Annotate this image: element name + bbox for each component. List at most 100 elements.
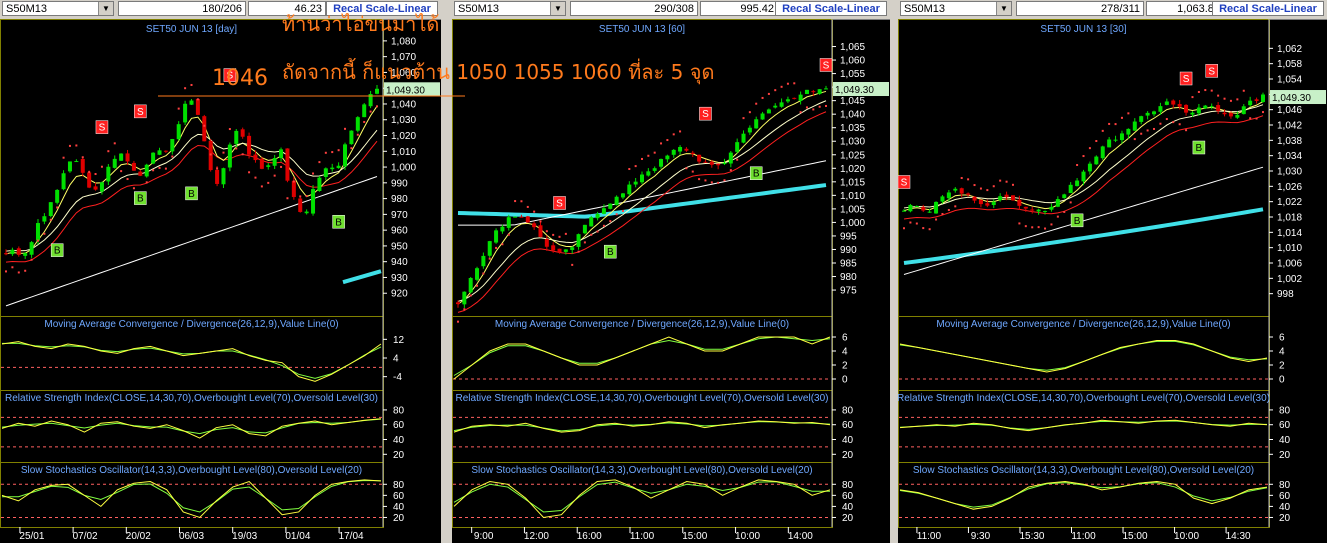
candle-body <box>804 89 809 94</box>
candle-body <box>23 253 28 256</box>
candle-body <box>1158 106 1163 112</box>
candle-body <box>946 192 951 199</box>
signal-box <box>699 106 712 121</box>
candle-body <box>506 217 511 228</box>
sto-signal-line <box>453 481 830 513</box>
candle-body <box>513 216 518 218</box>
recal-scale-button[interactable]: Recal Scale-Linear <box>775 1 887 16</box>
rsi-title: Relative Strength Index(CLOSE,14,30,70),… <box>5 393 378 404</box>
sar-dot <box>812 108 815 111</box>
sar-dot <box>748 111 751 114</box>
x-tick-label: 06/03 <box>179 531 204 542</box>
sar-dot <box>941 212 944 215</box>
symbol-select[interactable]: S50M13 ▼ <box>2 1 114 16</box>
sar-dot <box>273 174 276 177</box>
signal-label: S <box>99 123 106 134</box>
sar-dot <box>145 181 148 184</box>
chevron-down-icon[interactable]: ▼ <box>550 2 565 15</box>
y-tick-label: 60 <box>393 491 405 502</box>
chevron-down-icon[interactable]: ▼ <box>996 2 1011 15</box>
annotation-text-2: ถัดจากนี้ ก็แนวต้าน 1050 1055 1060 ที่ละ… <box>282 60 715 84</box>
x-tick-label: 9:00 <box>474 531 494 542</box>
candle-body <box>1100 146 1105 159</box>
buy-signal: B <box>50 243 64 257</box>
y-tick-label: 20 <box>1279 513 1291 524</box>
chart-svg[interactable]: SET50 JUN 13 [60] 975 980 985 990 995 1,000 1,0… <box>452 19 890 543</box>
candle-body <box>779 102 784 107</box>
sto-title: Slow Stochastics Oscillator(14,3,3),Over… <box>21 465 362 476</box>
candle-body <box>1228 113 1233 117</box>
symbol-value: S50M13 <box>904 3 945 15</box>
candle-body <box>1017 199 1022 206</box>
signal-box <box>1192 140 1206 155</box>
candle-body <box>1043 210 1048 212</box>
chevron-down-icon[interactable]: ▼ <box>98 2 113 15</box>
recal-scale-button[interactable]: Recal Scale-Linear <box>326 1 438 16</box>
candle-body <box>690 152 695 155</box>
sar-dot <box>62 156 65 159</box>
sar-dot <box>1140 132 1143 135</box>
candle-body <box>99 182 104 192</box>
sar-dot <box>628 168 631 171</box>
candle-body <box>1216 105 1221 112</box>
sto-line <box>899 481 1268 510</box>
sar-dot <box>203 124 206 127</box>
panel-toolbar: S50M13 ▼ 290/308 995.42 Recal Scale-Linear <box>452 0 890 20</box>
chart-svg[interactable]: SET50 JUN 13 [day] 920 930 940 950 960 970 980 9… <box>0 19 441 543</box>
sar-dot <box>1159 122 1162 125</box>
sell-signal: S <box>699 106 712 121</box>
panel-divider[interactable] <box>890 0 898 543</box>
ema-slow-line <box>903 115 1264 220</box>
candle-body <box>144 164 149 177</box>
buy-signal: B <box>332 215 345 229</box>
sar-dot <box>222 151 225 154</box>
candle-body <box>703 161 708 163</box>
sar-dot <box>248 171 251 174</box>
candle-body <box>927 211 932 213</box>
signal-label: S <box>556 198 563 209</box>
chart-svg[interactable]: SET50 JUN 13 [30] 998 1,002 1,006 1,010 1,014… <box>898 19 1327 543</box>
panel-divider[interactable] <box>441 0 452 543</box>
sar-dot <box>113 142 116 145</box>
candle-body <box>227 144 232 168</box>
candle-body <box>620 193 625 198</box>
sar-dot <box>488 257 491 260</box>
candle-body <box>16 248 21 255</box>
ema-slow-line <box>457 111 827 313</box>
sar-dot <box>1069 201 1072 204</box>
buy-signal: B <box>134 191 147 205</box>
y-tick-label: 1,030 <box>840 137 865 148</box>
recal-scale-button[interactable]: Recal Scale-Linear <box>1212 1 1324 16</box>
y-tick-label: 1,042 <box>1277 121 1302 132</box>
y-tick-label: 1,045 <box>840 96 865 107</box>
candle-body <box>10 249 15 255</box>
y-tick-label: 20 <box>393 450 405 461</box>
sar-dot <box>228 128 231 131</box>
candle-body <box>659 158 664 167</box>
symbol-select[interactable]: S50M13 ▼ <box>454 1 566 16</box>
sar-dot <box>717 181 720 184</box>
candle-body <box>966 193 971 195</box>
candle-body <box>684 148 689 151</box>
candle-body <box>1235 114 1240 118</box>
x-tick-label: 16:00 <box>577 531 602 542</box>
sar-dot <box>482 272 485 275</box>
sell-signal: S <box>553 196 566 210</box>
candle-body <box>582 224 587 234</box>
sto-line <box>453 479 831 519</box>
sar-dot <box>947 209 950 212</box>
x-tick-label: 10:00 <box>735 531 760 542</box>
sell-signal: S <box>898 175 911 189</box>
sar-dot <box>305 195 308 198</box>
symbol-select[interactable]: S50M13 ▼ <box>900 1 1012 16</box>
candle-body <box>824 88 828 90</box>
sma-line <box>903 166 1264 275</box>
sar-dot <box>158 166 161 169</box>
annotation-text-1: ท้านว่าไอ่ขนมาได้ <box>282 12 440 36</box>
rsi-title: Relative Strength Index(CLOSE,14,30,70),… <box>898 393 1270 404</box>
candle-body <box>93 186 98 190</box>
candle-body <box>716 163 721 166</box>
sar-dot <box>209 153 212 156</box>
candle-body <box>525 216 530 223</box>
sto-title: Slow Stochastics Oscillator(14,3,3),Over… <box>913 465 1254 476</box>
